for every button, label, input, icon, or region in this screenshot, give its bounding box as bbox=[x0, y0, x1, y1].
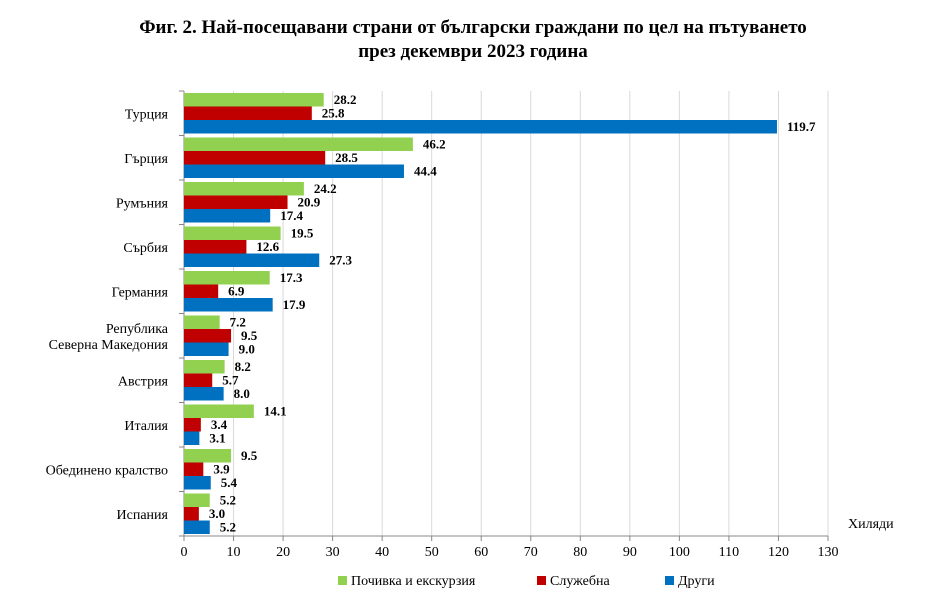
x-tick-label: 110 bbox=[719, 545, 739, 560]
chart-title: Фиг. 2. Най-посещавани страни от българс… bbox=[0, 16, 946, 64]
category-label: Гърция bbox=[124, 152, 168, 167]
data-label: 28.2 bbox=[334, 92, 357, 107]
data-label: 14.1 bbox=[264, 404, 287, 419]
bar bbox=[184, 418, 201, 432]
data-label: 27.3 bbox=[329, 253, 352, 268]
bar bbox=[184, 240, 247, 254]
bar bbox=[184, 151, 326, 165]
x-tick-label: 40 bbox=[375, 545, 389, 560]
chart-title-line-2: през декември 2023 година bbox=[358, 41, 588, 62]
data-label: 12.6 bbox=[256, 239, 279, 254]
bar bbox=[184, 404, 254, 418]
data-label: 5.2 bbox=[220, 520, 236, 535]
x-tick-label: 130 bbox=[818, 545, 839, 560]
data-label: 17.9 bbox=[283, 297, 306, 312]
legend-label: Служебна bbox=[550, 574, 610, 589]
data-label: 44.4 bbox=[414, 164, 437, 179]
legend-swatch bbox=[537, 576, 546, 585]
data-label: 5.4 bbox=[221, 475, 238, 490]
data-label: 17.3 bbox=[280, 270, 303, 285]
data-label: 9.5 bbox=[241, 328, 258, 343]
bar bbox=[184, 431, 200, 445]
x-tick-label: 10 bbox=[227, 545, 241, 560]
x-tick-label: 70 bbox=[524, 545, 538, 560]
data-label: 46.2 bbox=[423, 137, 446, 152]
legend-swatch bbox=[665, 576, 674, 585]
data-label: 8.2 bbox=[235, 359, 251, 374]
data-label: 3.1 bbox=[209, 431, 225, 446]
x-tick-label: 20 bbox=[276, 545, 290, 560]
category-label: Сърбия bbox=[123, 241, 168, 256]
bar bbox=[184, 507, 199, 521]
bar bbox=[184, 493, 210, 507]
data-label: 9.5 bbox=[241, 448, 258, 463]
category-label: Румъния bbox=[116, 196, 169, 211]
bar bbox=[184, 373, 213, 387]
category-label: Обединено кралство bbox=[46, 463, 168, 478]
bar bbox=[184, 449, 232, 463]
bar bbox=[184, 360, 225, 374]
data-label: 8.0 bbox=[234, 386, 250, 401]
x-tick-label: 90 bbox=[623, 545, 637, 560]
x-axis-unit-label: Хиляди bbox=[848, 517, 894, 532]
bar bbox=[184, 342, 229, 356]
bar bbox=[184, 137, 413, 151]
bar bbox=[184, 93, 324, 107]
data-label: 17.4 bbox=[280, 208, 303, 223]
data-label: 3.0 bbox=[209, 506, 225, 521]
data-label: 28.5 bbox=[335, 150, 358, 165]
x-tick-label: 0 bbox=[181, 545, 188, 560]
bar bbox=[184, 476, 211, 490]
category-label: Германия bbox=[112, 285, 169, 300]
bar bbox=[184, 271, 270, 285]
category-label: Северна Македония bbox=[49, 338, 169, 353]
bar bbox=[184, 195, 288, 209]
bar bbox=[184, 520, 210, 534]
category-label: Австрия bbox=[118, 374, 169, 389]
bar bbox=[184, 106, 312, 120]
bar bbox=[184, 120, 777, 134]
data-label: 6.9 bbox=[228, 284, 245, 299]
data-label: 119.7 bbox=[787, 119, 816, 134]
bar bbox=[184, 298, 273, 312]
bar bbox=[184, 182, 304, 196]
data-label: 24.2 bbox=[314, 181, 337, 196]
category-label: Република bbox=[106, 322, 169, 337]
x-tick-label: 30 bbox=[326, 545, 340, 560]
data-label: 5.7 bbox=[222, 373, 239, 388]
data-label: 20.9 bbox=[298, 195, 321, 210]
data-label: 5.2 bbox=[220, 493, 236, 508]
legend-swatch bbox=[338, 576, 347, 585]
bar bbox=[184, 284, 219, 298]
x-tick-label: 60 bbox=[474, 545, 488, 560]
data-label: 25.8 bbox=[322, 106, 345, 121]
bar bbox=[184, 462, 204, 476]
chart-title-line-1: Фиг. 2. Най-посещавани страни от българс… bbox=[139, 17, 807, 38]
x-tick-label: 50 bbox=[425, 545, 439, 560]
bar bbox=[184, 226, 281, 240]
category-label: Испания bbox=[117, 508, 169, 523]
bar bbox=[184, 329, 232, 343]
data-label: 9.0 bbox=[239, 342, 255, 357]
bar bbox=[184, 209, 271, 223]
bar bbox=[184, 253, 320, 267]
legend-label: Почивка и екскурзия bbox=[351, 574, 476, 589]
legend-label: Други bbox=[678, 574, 715, 589]
bar bbox=[184, 315, 220, 329]
bar bbox=[184, 387, 224, 401]
category-label: Италия bbox=[124, 419, 168, 434]
data-label: 3.9 bbox=[213, 462, 230, 477]
x-tick-label: 120 bbox=[768, 545, 789, 560]
data-label: 7.2 bbox=[230, 315, 246, 330]
x-tick-label: 80 bbox=[573, 545, 587, 560]
category-label: Турция bbox=[125, 107, 169, 122]
x-tick-label: 100 bbox=[669, 545, 690, 560]
data-label: 3.4 bbox=[211, 417, 228, 432]
bar bbox=[184, 164, 404, 178]
data-label: 19.5 bbox=[291, 226, 314, 241]
